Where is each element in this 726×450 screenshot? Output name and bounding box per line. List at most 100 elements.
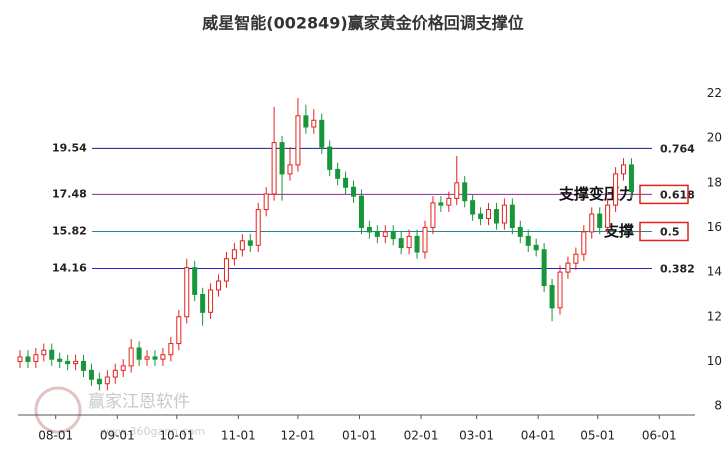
candle-body [358, 195, 364, 228]
watermark: 赢家江恩软件 [88, 392, 190, 412]
candle-body [327, 146, 333, 170]
candle-body [33, 354, 39, 362]
candle-body [168, 343, 174, 356]
y-tick-label: 8 [714, 399, 722, 413]
candle-body [263, 193, 269, 211]
x-tick-label: 04-01 [521, 429, 556, 443]
level-value: 14.16 [52, 262, 87, 275]
candle-body [287, 164, 293, 175]
level-box [639, 221, 689, 242]
candle-body [247, 240, 253, 246]
candle-body [208, 289, 214, 313]
level-value: 17.48 [52, 187, 87, 200]
candle-body [533, 244, 539, 251]
candle-body [49, 349, 55, 360]
candle-body [73, 360, 79, 365]
candle-body [628, 164, 634, 193]
watermark-logo [34, 386, 82, 434]
x-tick-label: 12-01 [280, 429, 315, 443]
chart-title: 威星智能(002849)赢家黄金价格回调支撑位 [202, 14, 523, 33]
candle-body [478, 213, 484, 220]
candle-body [430, 202, 436, 228]
candle-body [96, 378, 102, 385]
level-annotation: 支撑 [603, 222, 634, 240]
candle-body [398, 238, 404, 249]
candle-body [17, 356, 23, 362]
candle-body [144, 356, 150, 360]
candle-body [390, 231, 396, 240]
candle-body [597, 213, 603, 228]
level-annotation: 支撑变压力 [558, 185, 634, 203]
candle-body [470, 200, 476, 215]
candle-body [406, 235, 412, 249]
candle-body [25, 356, 31, 362]
candle-body [454, 182, 460, 199]
candle-body [65, 360, 71, 365]
level-ratio: 0.618 [660, 188, 695, 201]
candle-body [517, 226, 523, 237]
candle-body [88, 369, 94, 380]
candle-body [136, 347, 142, 360]
y-tick-label: 18 [707, 175, 722, 189]
candle-body [605, 204, 611, 228]
x-tick-label: 10-01 [159, 429, 194, 443]
candle-body [565, 262, 571, 273]
candle-body [589, 213, 595, 233]
candle-body [319, 119, 325, 148]
x-tick-label: 03-01 [459, 429, 494, 443]
candle-body [414, 235, 420, 253]
candle-body [613, 173, 619, 206]
candle-body [486, 209, 492, 220]
candle-body [57, 358, 63, 362]
candle-body [422, 226, 428, 253]
level-ratio: 0.5 [660, 225, 680, 238]
candle-body [104, 376, 110, 385]
candle-body [581, 231, 587, 255]
x-tick-label: 05-01 [580, 429, 615, 443]
candle-body [541, 249, 547, 287]
candle-body [41, 349, 47, 356]
candle-body [621, 164, 627, 175]
candle-body [231, 249, 237, 260]
x-tick-label: 11-01 [221, 429, 256, 443]
y-tick-label: 10 [707, 354, 722, 368]
candle-body [303, 115, 309, 128]
x-tick-label: 08-01 [38, 429, 73, 443]
candle-body [271, 142, 277, 195]
candle-body [200, 293, 206, 313]
level-ratio: 0.382 [660, 263, 695, 276]
y-tick-label: 20 [707, 131, 722, 145]
candle-body [525, 235, 531, 246]
x-tick-label: 09-01 [100, 429, 135, 443]
x-tick-label: 01-01 [342, 429, 377, 443]
candle-body [184, 267, 190, 318]
x-tick-label: 02-01 [404, 429, 439, 443]
watermark-url: www.360gann.com [100, 425, 205, 438]
candle-body [343, 177, 349, 188]
level-box [639, 184, 689, 205]
candle-body [374, 231, 380, 237]
candle-body [573, 253, 579, 264]
candle-body [446, 197, 452, 206]
candle-body [176, 316, 182, 345]
candle-body [81, 360, 87, 371]
y-tick-label: 14 [707, 265, 722, 279]
candle-body [216, 280, 222, 291]
candle-body [311, 119, 317, 128]
x-tick-label: 06-01 [642, 429, 677, 443]
candle-body [366, 226, 372, 233]
candle-body [152, 356, 158, 360]
candle-body [120, 365, 126, 371]
y-tick-label: 12 [707, 309, 722, 323]
candle-body [438, 202, 444, 206]
candle-body [279, 142, 285, 175]
candle-body [462, 182, 468, 202]
candle-body [549, 285, 555, 309]
y-tick-label: 22 [707, 86, 722, 100]
candle-body [557, 271, 563, 309]
candle-body [160, 354, 166, 360]
candle-body [223, 258, 229, 282]
level-value: 15.82 [52, 224, 87, 237]
candle-body [493, 209, 499, 224]
